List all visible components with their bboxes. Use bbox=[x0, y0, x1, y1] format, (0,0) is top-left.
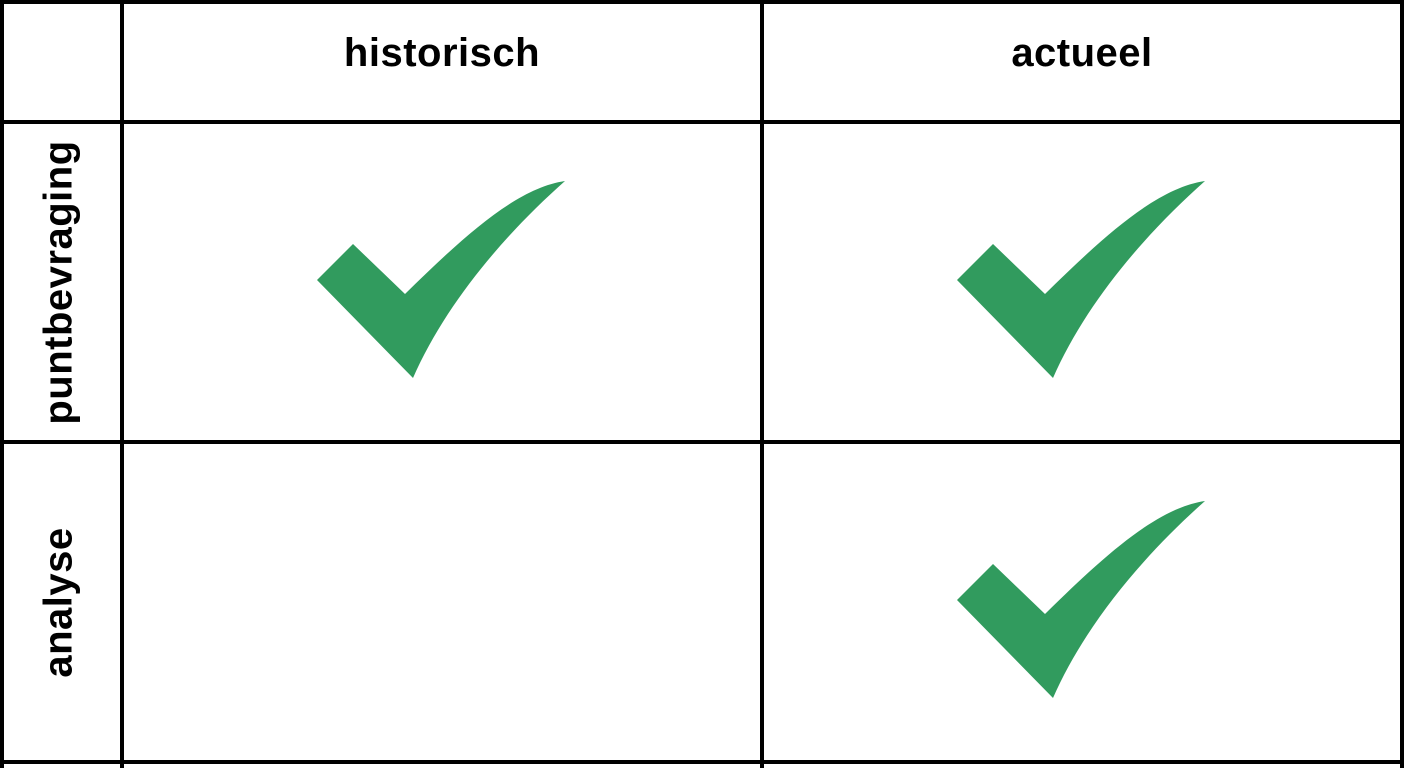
column-header-label: historisch bbox=[343, 30, 541, 75]
grid-line-top bbox=[0, 0, 1404, 4]
cell-puntbevraging-actueel bbox=[764, 124, 1400, 440]
grid-line-left bbox=[0, 0, 4, 768]
cell-analyse-actueel bbox=[764, 444, 1400, 760]
grid-line-col-1 bbox=[120, 0, 124, 768]
grid-line-row-1 bbox=[0, 120, 1404, 124]
column-header-historisch: historisch bbox=[124, 4, 760, 102]
grid-line-bottom bbox=[0, 760, 1404, 764]
row-header-label: puntbevraging bbox=[36, 139, 81, 425]
checkmark-icon bbox=[957, 181, 1205, 378]
checkmark-icon bbox=[957, 501, 1205, 698]
grid-line-row-2 bbox=[0, 440, 1404, 444]
checkmark-icon bbox=[317, 181, 565, 378]
cell-analyse-historisch bbox=[124, 444, 760, 760]
column-header-label: actueel bbox=[1011, 30, 1153, 75]
grid-line-col-2 bbox=[760, 0, 764, 768]
row-header-analyse: analyse bbox=[4, 444, 120, 760]
row-header-puntbevraging: puntbevraging bbox=[4, 124, 120, 440]
grid-line-right bbox=[1400, 0, 1404, 768]
corner-cell bbox=[4, 4, 120, 120]
row-header-label: analyse bbox=[36, 526, 81, 678]
cell-puntbevraging-historisch bbox=[124, 124, 760, 440]
column-header-actueel: actueel bbox=[764, 4, 1400, 102]
